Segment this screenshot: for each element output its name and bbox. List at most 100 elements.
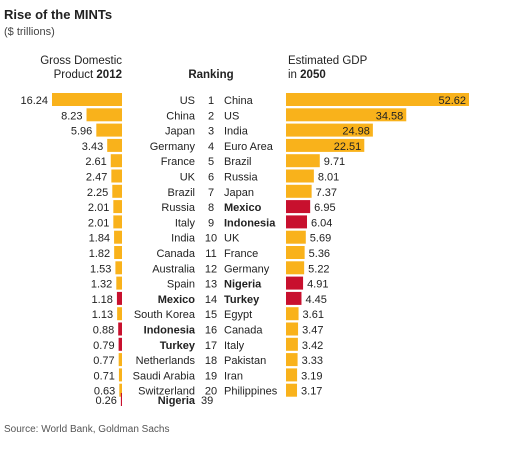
value-label-2050: 3.33	[302, 355, 323, 367]
value-label-2012: 16.24	[20, 95, 48, 107]
gdp-2050-series: 52.62 34.58 24.98 22.51 9.71 8.01 7.37 6.95 6.04…	[286, 93, 469, 398]
bar-2050-euro-area	[286, 138, 365, 152]
value-label-2012: 1.84	[89, 233, 110, 245]
country-label-2012: France	[161, 156, 195, 168]
bar-2012-nigeria	[120, 393, 122, 406]
bar-2050-egypt	[286, 307, 299, 321]
bar-2050-india	[286, 123, 373, 137]
rank-number: 16	[205, 325, 217, 337]
chart-title: Rise of the MINTs	[4, 7, 112, 22]
country-label-2050: Turkey	[224, 294, 260, 306]
value-label-2050: 3.19	[301, 370, 322, 382]
country-label-2012: Russia	[161, 202, 196, 214]
bar-2012-germany	[107, 138, 122, 152]
country-label-2050: Euro Area	[224, 141, 274, 153]
value-label-2050: 5.69	[310, 233, 331, 245]
country-label-2012: Japan	[165, 126, 195, 138]
bar-2012-russia	[113, 200, 122, 214]
bar-2012-australia	[115, 261, 122, 275]
source-note: Source: World Bank, Goldman Sachs	[4, 424, 169, 435]
value-label-2012: 0.71	[94, 370, 115, 382]
bar-2012-south-korea	[117, 307, 122, 321]
rank-number: 5	[208, 156, 214, 168]
country-label-2012: Netherlands	[136, 355, 196, 367]
country-label-2050: US	[224, 110, 239, 122]
rank-number: 2	[208, 110, 214, 122]
gdp-2050-country-labels: China US India Euro Area Brazil Russia Japan Me…	[224, 95, 278, 398]
country-label-2012: South Korea	[134, 309, 196, 321]
bar-2012-netherlands	[118, 353, 122, 367]
bar-2050-france	[286, 246, 305, 259]
bar-2050-china	[286, 93, 469, 106]
bar-2012-japan	[96, 123, 122, 137]
rank-number: 15	[205, 309, 217, 321]
country-label-2050: Japan	[224, 187, 254, 199]
rank-number: 13	[205, 279, 217, 291]
bar-2050-mexico	[286, 200, 311, 214]
country-label-2012: Switzerland	[138, 386, 195, 398]
right-header-in: in	[288, 69, 297, 81]
country-label-2012: Turkey	[160, 340, 196, 352]
bar-2012-mexico	[116, 291, 122, 305]
value-label-2050: 3.47	[302, 325, 323, 337]
bar-2050-canada	[286, 322, 299, 336]
country-label-2012: China	[166, 110, 196, 122]
country-label-2050: Canada	[224, 325, 263, 337]
bar-2012-italy	[113, 215, 122, 229]
country-label-2012: Australia	[152, 263, 196, 275]
value-label-2050: 3.61	[303, 309, 324, 321]
value-label-2050: 3.17	[301, 386, 322, 398]
rank-number: 12	[205, 263, 217, 275]
value-label-2050: 52.62	[438, 95, 466, 107]
value-label-2012: 2.47	[86, 172, 107, 184]
country-label-2012: Spain	[167, 279, 195, 291]
country-label-2050: France	[224, 248, 258, 260]
bar-2050-italy	[286, 337, 298, 351]
country-label-2012: Canada	[156, 248, 195, 260]
rank-number: 1	[208, 95, 214, 107]
country-label-2050: Philippines	[224, 386, 278, 398]
bar-2012-brazil	[112, 184, 122, 198]
bar-2050-brazil	[286, 154, 320, 168]
value-label-2012: 2.61	[85, 156, 106, 168]
bar-2050-iran	[286, 368, 298, 382]
bar-2050-russia	[286, 169, 314, 183]
bar-2050-japan	[286, 184, 312, 198]
country-label-2012: India	[171, 233, 196, 245]
bar-2012-saudi-arabia	[118, 368, 122, 382]
bar-2050-indonesia	[286, 215, 308, 229]
bar-2050-turkey	[286, 291, 302, 305]
value-label-2012: 1.53	[90, 263, 111, 275]
rank-number: 8	[208, 202, 214, 214]
rank-number: 3	[208, 126, 214, 138]
country-label-2050: Nigeria	[224, 279, 262, 291]
left-header-line2: Product 2012	[54, 69, 122, 81]
country-label-2012: US	[180, 95, 195, 107]
bar-2012-spain	[116, 276, 122, 290]
value-label-2012: 2.01	[88, 202, 109, 214]
value-label-2050: 22.51	[334, 141, 362, 153]
value-label-2012: 5.96	[71, 126, 92, 138]
bar-2050-uk	[286, 230, 306, 244]
right-header-line2: in 2050	[288, 69, 326, 81]
value-label-2050: 9.71	[324, 156, 345, 168]
value-label-2012: 0.79	[93, 340, 114, 352]
bar-2012-india	[114, 230, 122, 244]
value-label-2012: 1.32	[91, 279, 112, 291]
value-label-2050: 3.42	[302, 340, 323, 352]
value-label-2050: 6.95	[314, 202, 335, 214]
country-label-2012: Indonesia	[144, 325, 196, 337]
rank-number: 6	[208, 172, 214, 184]
bar-2012-switzerland	[119, 383, 122, 397]
bar-2012-canada	[114, 246, 122, 259]
country-label-2012: Mexico	[158, 294, 196, 306]
left-header-line1: Gross Domestic	[40, 55, 122, 67]
value-label-2012: 3.43	[82, 141, 103, 153]
center-header: Ranking	[188, 69, 233, 81]
rank-number: 39	[201, 395, 213, 407]
right-header-year: 2050	[300, 69, 326, 81]
country-label-2012: Saudi Arabia	[133, 370, 196, 382]
bar-2050-philippines	[286, 383, 298, 397]
bar-2012-us	[52, 93, 122, 106]
